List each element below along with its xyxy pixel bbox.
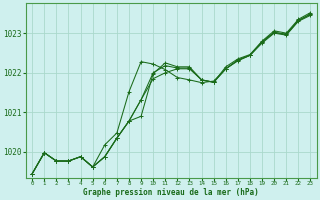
X-axis label: Graphe pression niveau de la mer (hPa): Graphe pression niveau de la mer (hPa) xyxy=(84,188,259,197)
